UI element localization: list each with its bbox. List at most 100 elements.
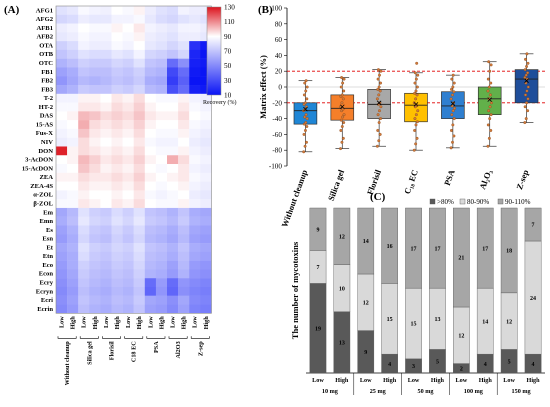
- heatmap-cell: [144, 41, 157, 51]
- heatmap-cell: [67, 76, 79, 86]
- heatmap-cell: [122, 260, 134, 270]
- boxplot-point: [339, 128, 343, 132]
- heatmap-cell: [200, 76, 212, 86]
- heatmap-cell: [100, 6, 112, 15]
- heatmap-cell: [89, 251, 101, 261]
- heatmap-cell: [200, 41, 212, 51]
- boxplot-point: [526, 109, 530, 113]
- heatmap-row-label: OTB: [39, 51, 54, 58]
- heatmap-cell: [111, 172, 123, 182]
- heatmap-cell: [144, 243, 157, 253]
- heatmap-cell: [144, 32, 157, 42]
- heatmap-cell: [167, 251, 179, 261]
- bar-value-label: 19: [315, 326, 321, 332]
- heatmap-col-group: Z-sep: [197, 341, 204, 356]
- heatmap-cell: [78, 76, 90, 86]
- boxplot-point: [416, 109, 420, 113]
- heatmap-cell: [144, 295, 157, 305]
- bar-segment: [405, 207, 422, 289]
- heatmap-cell: [67, 102, 79, 112]
- heatmap-cell: [178, 251, 190, 261]
- heatmap-cell: [111, 251, 123, 261]
- heatmap-cell: [167, 128, 179, 138]
- heatmap-cell: [189, 14, 201, 24]
- boxplot-category-label: Without cleanup: [279, 168, 309, 229]
- heatmap-cell: [178, 102, 190, 112]
- heatmap-row-label: Em: [43, 209, 53, 216]
- heatmap-cell: [56, 286, 68, 296]
- heatmap-cell: [78, 216, 90, 226]
- heatmap-cell: [122, 102, 134, 112]
- heatmap-row-label: Et: [46, 244, 53, 251]
- boxplot-point: [451, 73, 455, 77]
- bar-legend-label: 90-110%: [505, 198, 531, 206]
- heatmap-cell: [111, 155, 123, 165]
- heatmap-cell: [155, 251, 168, 261]
- heatmap-cell: [167, 137, 179, 147]
- heatmap-cell: [56, 155, 68, 165]
- heatmap-row-label: Ecri: [41, 297, 53, 304]
- heatmap-cell: [155, 164, 168, 174]
- heatmap-cell: [89, 76, 101, 86]
- heatmap-cell: [200, 49, 212, 59]
- heatmap-cell: [111, 111, 123, 121]
- heatmap-cell: [78, 190, 90, 200]
- heatmap-cell: [200, 23, 212, 33]
- heatmap-cell: [67, 14, 79, 24]
- bar-segment: [357, 207, 375, 275]
- heatmap-cell: [122, 120, 134, 130]
- heatmap-cell: [144, 76, 157, 86]
- heatmap-cell: [56, 102, 68, 112]
- heatmap-cell: [167, 14, 179, 24]
- heatmap-cell: [89, 216, 101, 226]
- heatmap-row-label: HT-2: [39, 104, 54, 111]
- heatmap-cell: [111, 137, 123, 147]
- heatmap-cell: [178, 172, 190, 182]
- heatmap-cell: [78, 286, 90, 296]
- heatmap-cell: [133, 85, 145, 94]
- heatmap-cell: [167, 146, 179, 156]
- boxplot-point: [526, 61, 530, 65]
- heatmap-cell: [89, 120, 101, 130]
- heatmap-cell: [56, 76, 68, 86]
- boxplot-panel: -100 -80 -60 -40 -20 0 20 40 60 80 100 Matrix effec…: [258, 5, 545, 229]
- heatmap-cell: [178, 181, 190, 191]
- heatmap-cell: [89, 190, 101, 200]
- boxplot-point: [414, 89, 418, 93]
- boxplot-point: [525, 89, 529, 93]
- heatmap-cell: [200, 199, 212, 209]
- heatmap-cell: [144, 6, 157, 15]
- heatmap-cell: [144, 102, 157, 112]
- heatmap-cell: [78, 304, 90, 314]
- heatmap-cell: [200, 304, 212, 314]
- heatmap-cell: [155, 146, 168, 156]
- boxplot-point: [523, 121, 527, 124]
- colorbar-tick-label: 90: [224, 33, 232, 41]
- heatmap-row-label: DON: [38, 148, 53, 155]
- heatmap-cell: [189, 251, 201, 261]
- heatmap-cell: [122, 14, 134, 24]
- heatmap-cell: [67, 128, 79, 138]
- heatmap-cell: [167, 172, 179, 182]
- heatmap-cell: [67, 85, 79, 94]
- heatmap-cell: [78, 269, 90, 279]
- heatmap-cell: [133, 260, 145, 270]
- heatmap-cell: [111, 278, 123, 288]
- heatmap-cell: [111, 128, 123, 138]
- heatmap-cell: [133, 304, 145, 314]
- heatmap-cell: [78, 225, 90, 235]
- heatmap-row-label: Emn: [39, 218, 53, 225]
- heatmap-cell: [167, 278, 179, 288]
- heatmap-cell: [155, 243, 168, 253]
- heatmap-cell: [56, 14, 68, 24]
- heatmap-cell: [56, 32, 68, 42]
- heatmap-cell: [178, 58, 190, 68]
- heatmap-cell: [144, 207, 157, 217]
- heatmap-cell: [78, 102, 90, 112]
- heatmap-col-level: High: [136, 316, 143, 330]
- bar-value-label: 24: [530, 296, 536, 302]
- boxplot-point: [488, 105, 492, 109]
- heatmap-cell: [89, 6, 101, 15]
- bar-value-label: 13: [339, 341, 345, 347]
